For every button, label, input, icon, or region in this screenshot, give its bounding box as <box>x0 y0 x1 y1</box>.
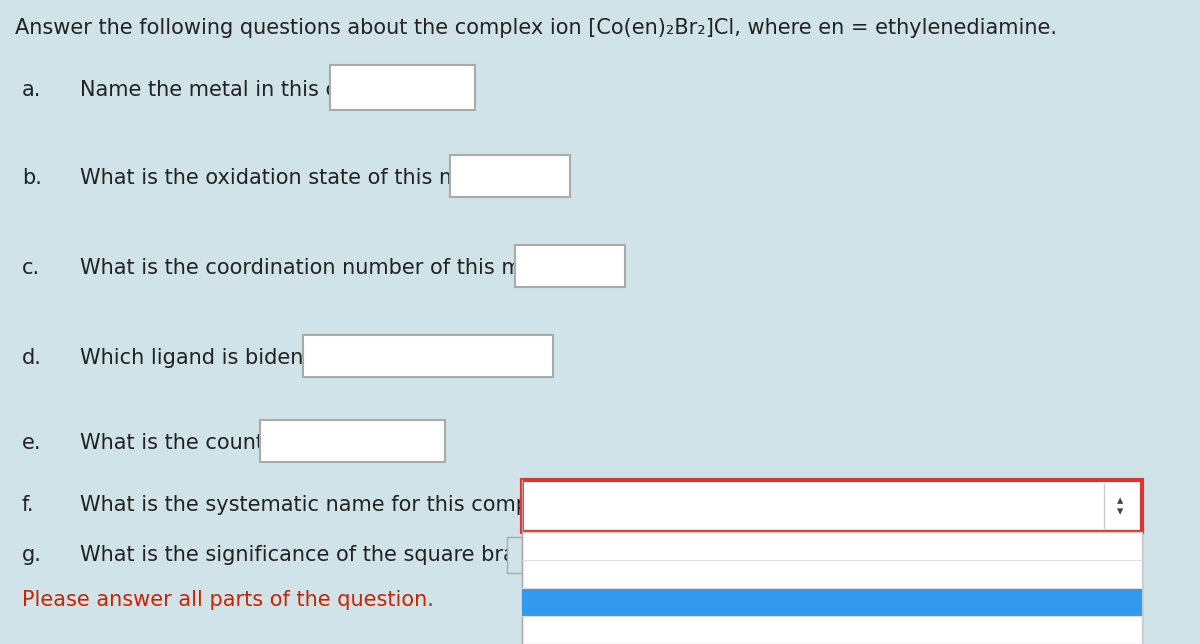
Text: chlorobromoethylenediaminecobalt(III) chloride: chlorobromoethylenediaminecobalt(III) ch… <box>540 565 968 583</box>
Text: Answer the following questions about the complex ion [Co(en)₂Br₂]Cl, where en = : Answer the following questions about the… <box>14 18 1057 38</box>
Text: dibromobis(ethylenediamine)cobalt(III) chloride: dibromobis(ethylenediamine)cobalt(III) c… <box>536 497 966 515</box>
Bar <box>522 480 1142 532</box>
Bar <box>508 537 522 573</box>
Text: chlorobis(ethylenediamine)cobalt(III) dibromide: chlorobis(ethylenediamine)cobalt(III) di… <box>540 621 970 639</box>
Text: g.: g. <box>22 545 42 565</box>
Text: e.: e. <box>22 433 42 453</box>
Bar <box>524 534 1144 644</box>
Bar <box>515 245 625 287</box>
Bar <box>330 65 475 110</box>
Text: dibromobis(ethylenediamine)cobalt(III) chloride: dibromobis(ethylenediamine)cobalt(III) c… <box>540 593 1026 611</box>
Text: What is the counter ion?: What is the counter ion? <box>80 433 335 453</box>
Text: What is the significance of the square brackets: What is the significance of the square b… <box>80 545 570 565</box>
Text: What is the coordination number of this metal?: What is the coordination number of this … <box>80 258 572 278</box>
Text: b.: b. <box>22 168 42 188</box>
Bar <box>302 335 553 377</box>
Text: What is the systematic name for this compound: What is the systematic name for this com… <box>80 495 581 515</box>
Text: What is the oxidation state of this metal?: What is the oxidation state of this meta… <box>80 168 510 188</box>
Bar <box>260 420 445 462</box>
Bar <box>522 532 1142 644</box>
Text: bromoethylenediaminecobalt(III) chloride: bromoethylenediaminecobalt(III) chloride <box>540 537 913 555</box>
Bar <box>522 588 1142 616</box>
Text: Which ligand is bidentate?: Which ligand is bidentate? <box>80 348 356 368</box>
Bar <box>450 155 570 197</box>
Text: c.: c. <box>22 258 40 278</box>
Text: Name the metal in this complex: Name the metal in this complex <box>80 79 414 100</box>
Text: a.: a. <box>22 79 41 100</box>
Text: ▴
▾: ▴ ▾ <box>1117 494 1123 518</box>
Text: f.: f. <box>22 495 35 515</box>
Text: d.: d. <box>22 348 42 368</box>
Text: Please answer all parts of the question.: Please answer all parts of the question. <box>22 590 434 610</box>
